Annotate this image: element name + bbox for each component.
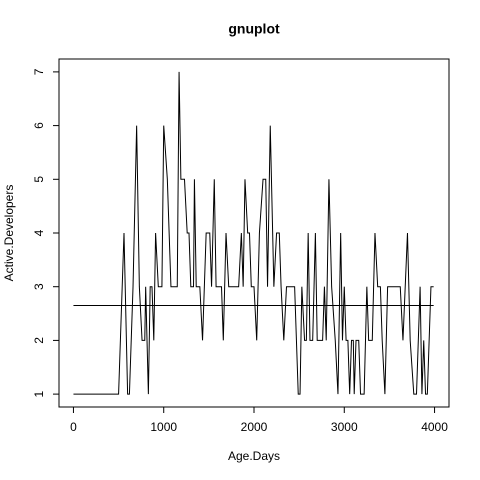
x-tick-label: 2000: [241, 420, 268, 434]
y-tick-label: 6: [32, 122, 46, 129]
data-line: [73, 71, 434, 395]
plot-frame: [58, 58, 450, 408]
y-tick-label: 3: [32, 283, 46, 290]
x-tick-label: 4000: [421, 420, 448, 434]
x-axis-label: Age.Days: [228, 449, 280, 463]
x-tick-label: 0: [70, 420, 77, 434]
y-tick-label: 2: [32, 337, 46, 344]
y-tick-label: 7: [32, 68, 46, 75]
y-tick-label: 5: [32, 176, 46, 183]
chart-title: gnuplot: [228, 21, 280, 37]
y-tick-label: 1: [32, 390, 46, 397]
y-axis-label: Active.Developers: [2, 185, 16, 282]
x-tick-label: 1000: [150, 420, 177, 434]
x-tick-label: 3000: [331, 420, 358, 434]
y-tick-label: 4: [32, 229, 46, 236]
